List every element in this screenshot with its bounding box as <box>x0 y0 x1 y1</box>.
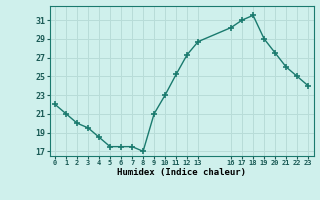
X-axis label: Humidex (Indice chaleur): Humidex (Indice chaleur) <box>117 168 246 177</box>
